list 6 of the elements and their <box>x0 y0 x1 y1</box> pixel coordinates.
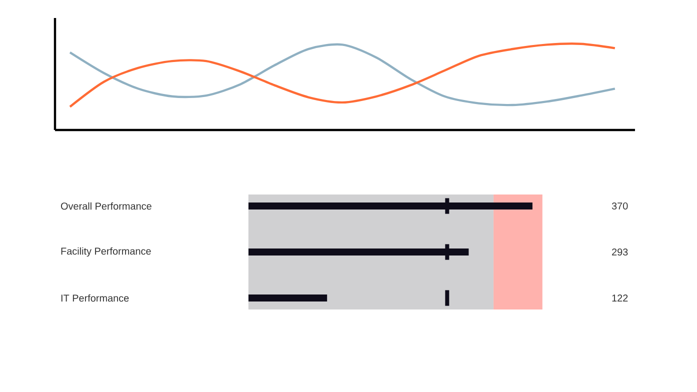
data-label: 122 <box>612 294 628 302</box>
y-tick-label: Overall Performance <box>60 202 152 210</box>
data-label: 370 <box>612 202 628 210</box>
y-tick-label: IT Performance <box>61 294 129 302</box>
data-label: 293 <box>612 248 628 256</box>
y-tick-label: Facility Performance <box>61 247 151 257</box>
